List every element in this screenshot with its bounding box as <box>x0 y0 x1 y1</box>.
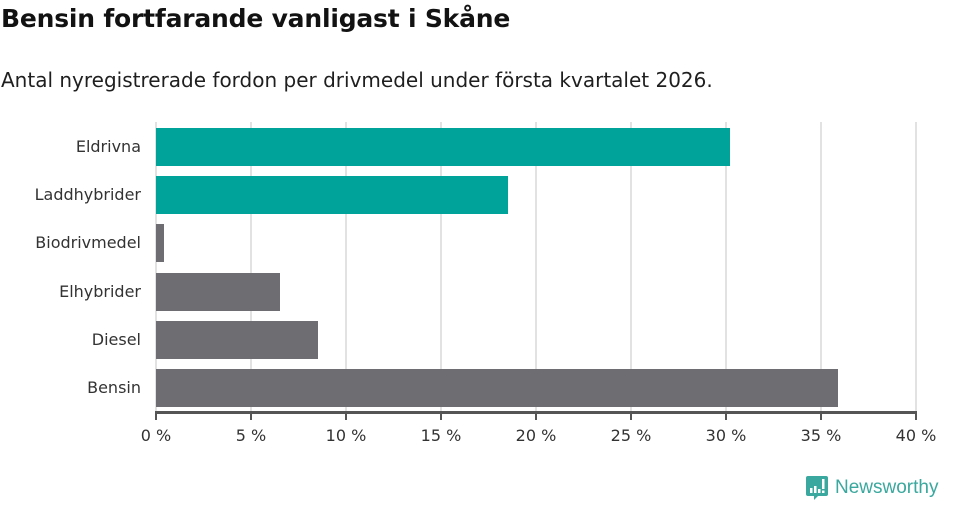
bar-elhybrider <box>156 273 280 311</box>
x-tick <box>915 411 917 420</box>
x-tick <box>440 411 442 420</box>
bar-eldrivna <box>156 128 730 166</box>
x-tick <box>345 411 347 420</box>
gridline <box>345 122 347 412</box>
x-tick <box>155 411 157 420</box>
bar-biodrivmedel <box>156 224 164 262</box>
gridline <box>820 122 822 412</box>
x-tick-label: 0 % <box>140 426 172 445</box>
gridline <box>535 122 537 412</box>
x-tick-label: 25 % <box>610 426 652 445</box>
gridline <box>155 122 157 412</box>
bar-chart-speech-bubble-icon <box>806 476 828 500</box>
x-tick <box>630 411 632 420</box>
x-tick-label: 10 % <box>325 426 367 445</box>
gridline <box>440 122 442 412</box>
brand-name: Newsworthy <box>835 477 939 498</box>
bar-diesel <box>156 321 318 359</box>
gridline <box>915 122 917 412</box>
x-tick-label: 20 % <box>515 426 557 445</box>
brand-logo: Newsworthy <box>805 475 938 501</box>
chart-title: Bensin fortfarande vanligast i Skåne <box>1 4 511 33</box>
x-tick-label: 5 % <box>235 426 267 445</box>
x-tick <box>725 411 727 420</box>
gridline <box>250 122 252 412</box>
x-tick <box>250 411 252 420</box>
bar-bensin <box>156 369 839 407</box>
bar-laddhybrider <box>156 176 508 214</box>
x-tick <box>535 411 537 420</box>
x-tick-label: 15 % <box>420 426 462 445</box>
x-tick-label: 30 % <box>705 426 747 445</box>
category-label: Laddhybrider <box>34 185 141 204</box>
plot-area <box>155 122 917 412</box>
x-tick-label: 40 % <box>895 426 937 445</box>
gridline <box>630 122 632 412</box>
category-label: Biodrivmedel <box>35 233 141 252</box>
category-label: Eldrivna <box>75 137 141 156</box>
category-label: Bensin <box>87 378 141 397</box>
category-label: Elhybrider <box>59 282 141 301</box>
category-label: Diesel <box>91 330 141 349</box>
gridline <box>725 122 727 412</box>
chart-subtitle: Antal nyregistrerade fordon per drivmede… <box>1 68 713 92</box>
x-tick <box>820 411 822 420</box>
x-tick-label: 35 % <box>800 426 842 445</box>
